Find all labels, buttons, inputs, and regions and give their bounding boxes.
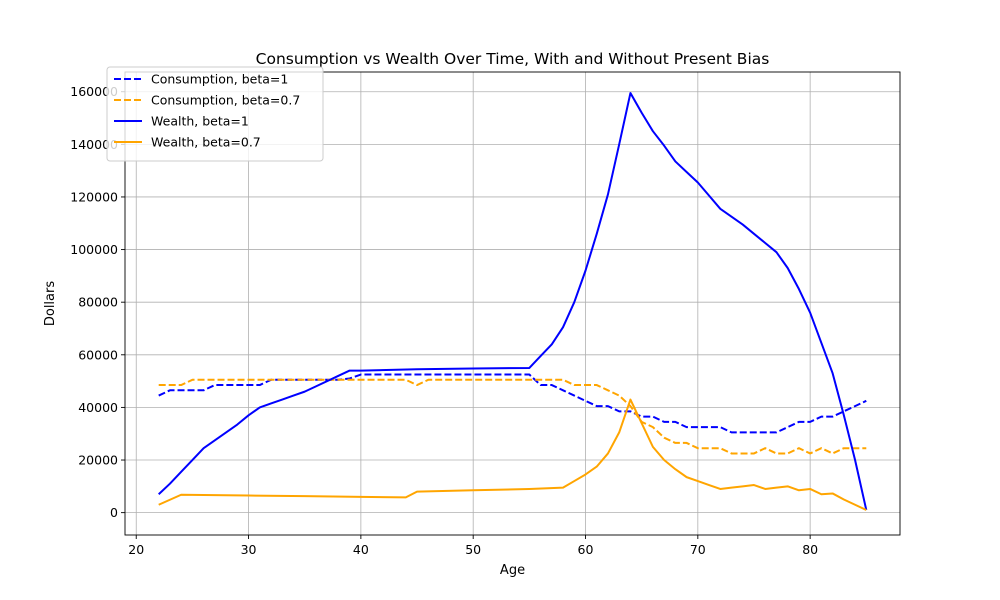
x-tick-label: 30 [241,542,257,557]
x-tick-label: 80 [802,542,818,557]
series-line-1 [158,373,867,434]
y-tick-label: 40000 [78,400,118,415]
x-tick-label: 40 [353,542,369,557]
legend-box [106,66,324,162]
x-axis-label: Age [500,563,525,578]
plot-area: 20 30 40 50 60 70 80 0 20000 40000 60000 80000 10000… [70,71,901,557]
legend-label-4: Wealth, beta=0.7 [151,135,261,150]
x-tick-label: 50 [465,542,481,557]
x-tick-label: 60 [578,542,594,557]
y-axis-label: Dollars [43,281,58,326]
y-tick-label: 60000 [78,347,118,362]
series-line-3 [158,92,868,511]
y-tick-label: 140000 [70,137,118,152]
axes-frame [124,71,901,536]
legend-label-3: Wealth, beta=1 [151,114,249,129]
legend-label-2: Consumption, beta=0.7 [151,93,300,108]
y-tick-label: 100000 [70,242,118,257]
legend-label-1: Consumption, beta=1 [151,72,288,87]
y-tick-label: 0 [110,505,118,520]
y-tick-label: 120000 [70,189,118,204]
x-tick-label: 20 [128,542,144,557]
legend: Consumption, beta=1 Consumption, beta=0.7… [106,66,324,162]
chart-title: Consumption vs Wealth Over Time, With an… [256,50,770,68]
y-tick-label: 80000 [78,295,118,310]
y-tick-label: 20000 [78,453,118,468]
series-line-4 [158,398,867,511]
y-tick-label: 160000 [70,84,118,99]
x-tick-label: 70 [690,542,706,557]
